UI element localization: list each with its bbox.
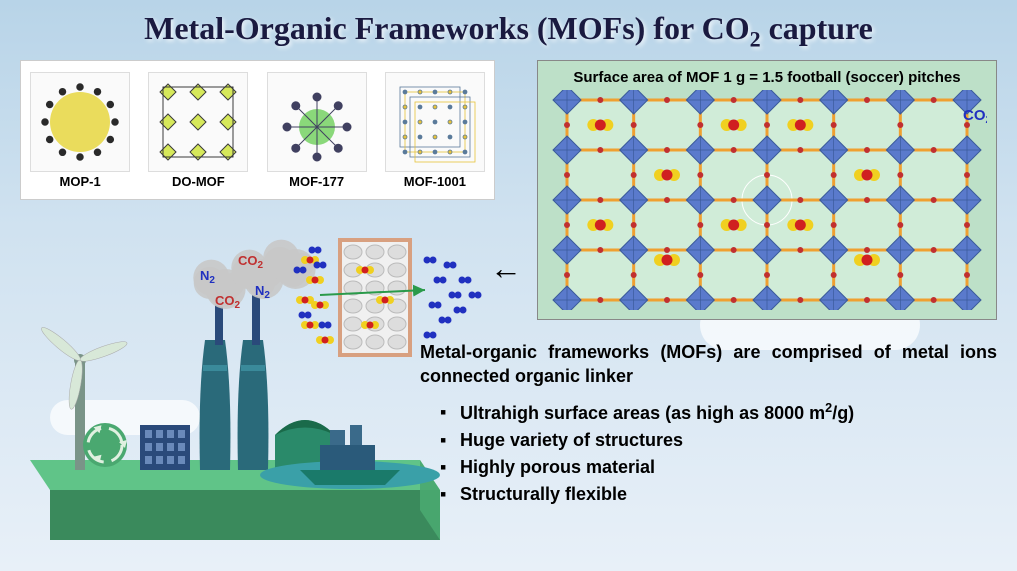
description-block: Metal-organic frameworks (MOFs) are comp…: [420, 340, 997, 508]
mof-label: DO-MOF: [172, 174, 225, 189]
description-item: Huge variety of structures: [460, 427, 997, 454]
lattice-panel: Surface area of MOF 1 g = 1.5 football (…: [537, 60, 997, 320]
description-list: Ultrahigh surface areas (as high as 8000…: [420, 399, 997, 508]
description-item: Ultrahigh surface areas (as high as 8000…: [460, 399, 997, 427]
mof-label: MOP-1: [60, 174, 101, 189]
mof-cell: DO-MOF: [148, 72, 248, 189]
description-item: Structurally flexible: [460, 481, 997, 508]
mof-thumb: [30, 72, 130, 172]
mof-label: MOF-177: [289, 174, 344, 189]
mof-thumb: [267, 72, 367, 172]
lattice-caption: Surface area of MOF 1 g = 1.5 football (…: [546, 69, 988, 86]
mof-cell: MOF-1001: [385, 72, 485, 189]
mof-cell: MOF-177: [267, 72, 367, 189]
mof-thumb: [385, 72, 485, 172]
lattice-diagram: CO2: [547, 90, 987, 310]
description-item: Highly porous material: [460, 454, 997, 481]
svg-text:CO2: CO2: [963, 107, 987, 126]
mof-thumb: [148, 72, 248, 172]
mof-label: MOF-1001: [404, 174, 466, 189]
description-lead: Metal-organic frameworks (MOFs) are comp…: [420, 340, 997, 389]
mof-examples-strip: MOP-1 DO-MOF MOF-177 MOF-1001: [20, 60, 495, 200]
mof-cell: MOP-1: [30, 72, 130, 189]
page-title: Metal-Organic Frameworks (MOFs) for CO2 …: [0, 10, 1017, 52]
